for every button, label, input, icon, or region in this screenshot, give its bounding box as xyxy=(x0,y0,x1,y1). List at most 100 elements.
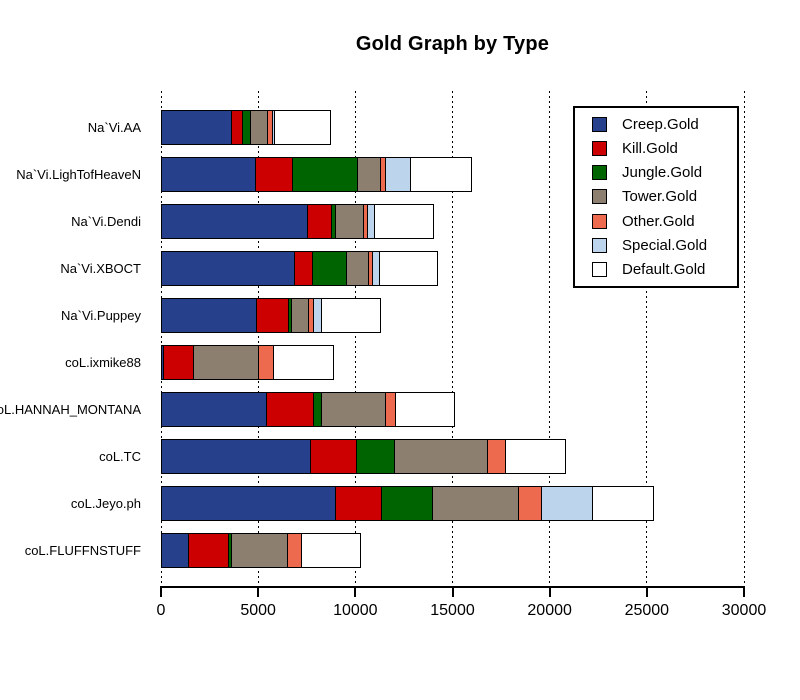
bar-row xyxy=(161,392,456,427)
bar-row xyxy=(161,345,334,380)
legend-label: Other.Gold xyxy=(622,212,695,230)
legend-swatch-icon xyxy=(592,237,607,253)
bar-segment-creep-gold xyxy=(161,110,233,145)
x-axis-tick xyxy=(743,588,745,597)
gridline xyxy=(549,91,551,586)
legend-swatch-icon xyxy=(592,165,607,181)
x-axis-tick xyxy=(257,588,260,597)
x-axis-tick-label: 25000 xyxy=(624,602,670,619)
bar-segment-kill-gold xyxy=(266,392,315,427)
bar-row xyxy=(161,251,439,286)
bar-row xyxy=(161,439,567,474)
bar-segment-default-gold xyxy=(273,110,332,145)
bar-segment-tower-gold xyxy=(290,298,310,333)
legend-label: Special.Gold xyxy=(622,236,708,254)
bar-segment-default-gold xyxy=(301,533,362,568)
bar-segment-default-gold xyxy=(272,345,334,380)
legend-label: Jungle.Gold xyxy=(622,164,703,182)
bar-segment-tower-gold xyxy=(335,204,365,239)
bar-segment-tower-gold xyxy=(320,392,387,427)
legend-item: Other.Gold xyxy=(592,213,737,230)
x-axis-tick-label: 15000 xyxy=(430,602,475,619)
legend-item: Default.Gold xyxy=(592,261,737,278)
legend-label: Kill.Gold xyxy=(622,140,678,158)
legend-label: Creep.Gold xyxy=(622,116,699,133)
bar-segment-tower-gold xyxy=(249,110,269,145)
y-axis-label: Na`Vi.LighTofHeaveN xyxy=(16,167,141,182)
x-axis-tick xyxy=(645,588,648,597)
legend-item: Creep.Gold xyxy=(592,116,737,133)
x-axis-tick-label: 0 xyxy=(156,602,166,619)
bar-segment-creep-gold xyxy=(161,157,257,192)
bar-segment-kill-gold xyxy=(310,439,358,474)
bar-segment-jungle-gold xyxy=(292,157,359,192)
x-axis-tick-label: 30000 xyxy=(721,602,767,619)
legend-item: Jungle.Gold xyxy=(592,164,737,181)
y-axis-label: Na`Vi.XBOCT xyxy=(60,261,141,276)
y-axis-label: coL.TC xyxy=(99,449,141,464)
bar-segment-kill-gold xyxy=(335,486,383,521)
bar-segment-creep-gold xyxy=(161,486,337,521)
bar-segment-kill-gold xyxy=(255,298,290,333)
x-axis-tick-label: 5000 xyxy=(240,602,276,619)
legend-swatch-icon xyxy=(592,213,607,229)
x-axis-line xyxy=(160,586,745,588)
bar-segment-special-gold xyxy=(384,157,412,192)
x-axis-tick xyxy=(354,588,357,597)
bar-segment-tower-gold xyxy=(345,251,370,286)
y-axis-label: coL.FLUFFNSTUFF xyxy=(24,543,141,558)
legend-swatch-icon xyxy=(592,189,607,205)
bar-segment-creep-gold xyxy=(161,251,296,286)
gridline xyxy=(160,91,162,586)
bar-row xyxy=(161,157,472,192)
bar-segment-special-gold xyxy=(541,486,594,521)
x-axis-tick xyxy=(451,588,454,597)
bar-segment-default-gold xyxy=(592,486,655,521)
x-axis-tick xyxy=(160,588,162,597)
bar-row xyxy=(161,204,434,239)
chart-title: Gold Graph by Type xyxy=(355,33,550,55)
x-axis-tick-label: 10000 xyxy=(333,602,378,619)
bar-segment-other-gold xyxy=(518,486,543,521)
bar-segment-default-gold xyxy=(410,157,472,192)
bar-segment-creep-gold xyxy=(161,533,190,568)
bar-segment-jungle-gold xyxy=(311,251,348,286)
bar-segment-creep-gold xyxy=(161,439,312,474)
bar-segment-tower-gold xyxy=(393,439,489,474)
bar-row xyxy=(161,110,332,145)
x-axis-tick-label: 20000 xyxy=(527,602,572,619)
bar-segment-default-gold xyxy=(394,392,456,427)
y-axis-label: Na`Vi.Dendi xyxy=(71,214,141,229)
legend-item: Tower.Gold xyxy=(592,188,737,205)
bar-segment-tower-gold xyxy=(432,486,520,521)
bar-segment-creep-gold xyxy=(161,392,268,427)
bar-segment-kill-gold xyxy=(293,251,313,286)
bar-segment-kill-gold xyxy=(307,204,333,239)
bar-row xyxy=(161,298,382,333)
bar-segment-tower-gold xyxy=(231,533,289,568)
y-axis-label: coL.ixmike88 xyxy=(65,355,141,370)
bar-segment-creep-gold xyxy=(161,298,258,333)
bar-segment-kill-gold xyxy=(163,345,195,380)
gridline xyxy=(646,91,648,586)
x-axis-tick xyxy=(548,588,551,597)
gridline xyxy=(743,91,745,586)
bar-row xyxy=(161,533,362,568)
bar-segment-jungle-gold xyxy=(381,486,434,521)
legend-swatch-icon xyxy=(592,141,607,157)
gridline xyxy=(354,91,356,586)
bar-segment-default-gold xyxy=(505,439,567,474)
bar-segment-default-gold xyxy=(373,204,434,239)
legend-swatch-icon xyxy=(592,261,607,277)
bar-segment-default-gold xyxy=(378,251,439,286)
y-axis-label: Na`Vi.AA xyxy=(87,120,141,135)
bar-row xyxy=(161,486,655,521)
y-axis-label: coL.HANNAH_MONTANA xyxy=(0,402,141,417)
bar-segment-tower-gold xyxy=(192,345,260,380)
bar-segment-tower-gold xyxy=(356,157,382,192)
legend-item: Special.Gold xyxy=(592,237,737,254)
gridline xyxy=(452,91,453,586)
legend: Creep.Gold Kill.Gold Jungle.Gold Tower.Gold… xyxy=(573,106,739,288)
legend-label: Default.Gold xyxy=(622,260,706,278)
legend-item: Kill.Gold xyxy=(592,140,737,157)
